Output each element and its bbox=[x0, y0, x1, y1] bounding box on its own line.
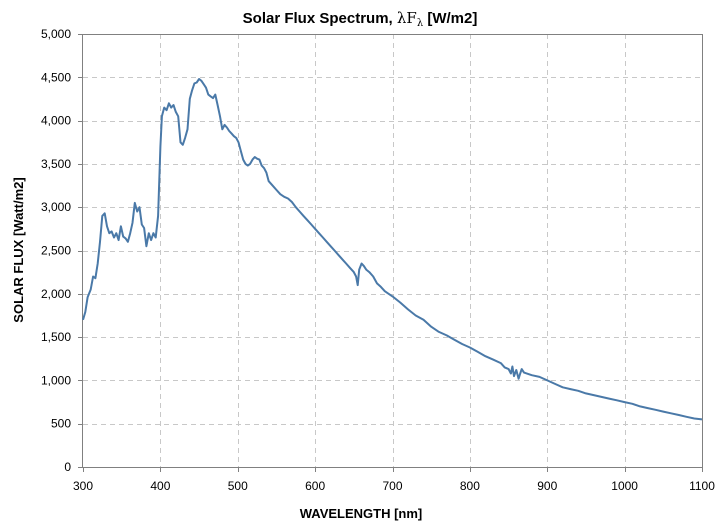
x-tick-labels: 300 400 500 600 700 800 900 1000 1100 bbox=[73, 479, 715, 493]
y-tick-label: 1,000 bbox=[41, 373, 71, 387]
gridlines bbox=[83, 34, 702, 467]
y-tick-label: 3,500 bbox=[41, 157, 71, 171]
x-axis-label: WAVELENGTH [nm] bbox=[300, 506, 423, 521]
chart-title-suffix: [W/m2] bbox=[423, 10, 477, 27]
y-axis-label: SOLAR FLUX [Watt/m2] bbox=[11, 177, 26, 322]
y-tick-label: 1,500 bbox=[41, 330, 71, 344]
x-tick-label: 500 bbox=[228, 479, 248, 493]
axis-ticks bbox=[78, 34, 703, 472]
y-tick-label: 0 bbox=[64, 460, 71, 474]
y-tick-label: 500 bbox=[51, 417, 71, 431]
y-tick-label: 4,500 bbox=[41, 70, 71, 84]
y-tick-label: 2,500 bbox=[41, 244, 71, 258]
x-tick-label: 1100 bbox=[689, 479, 715, 493]
chart-title-prefix: Solar Flux Spectrum, bbox=[243, 10, 397, 27]
chart-title: Solar Flux Spectrum, λFλ [W/m2] bbox=[243, 9, 478, 29]
y-tick-label: 5,000 bbox=[41, 27, 71, 41]
chart-title-subscript: λ bbox=[417, 18, 424, 29]
x-tick-label: 600 bbox=[305, 479, 325, 493]
y-tick-label: 4,000 bbox=[41, 114, 71, 128]
x-tick-label: 300 bbox=[73, 479, 93, 493]
series-layer bbox=[82, 78, 703, 421]
chart-title-symbol: λF bbox=[397, 9, 417, 27]
solar-flux-series-line bbox=[82, 78, 703, 421]
y-tick-label: 3,000 bbox=[41, 200, 71, 214]
x-tick-label: 700 bbox=[382, 479, 402, 493]
x-tick-label: 400 bbox=[150, 479, 170, 493]
x-tick-label: 800 bbox=[460, 479, 480, 493]
x-tick-label: 900 bbox=[537, 479, 557, 493]
y-tick-labels: 0 500 1,000 1,500 2,000 2,500 3,000 3,500 4,000 4… bbox=[41, 27, 71, 474]
x-tick-label: 1000 bbox=[611, 479, 638, 493]
y-tick-label: 2,000 bbox=[41, 287, 71, 301]
